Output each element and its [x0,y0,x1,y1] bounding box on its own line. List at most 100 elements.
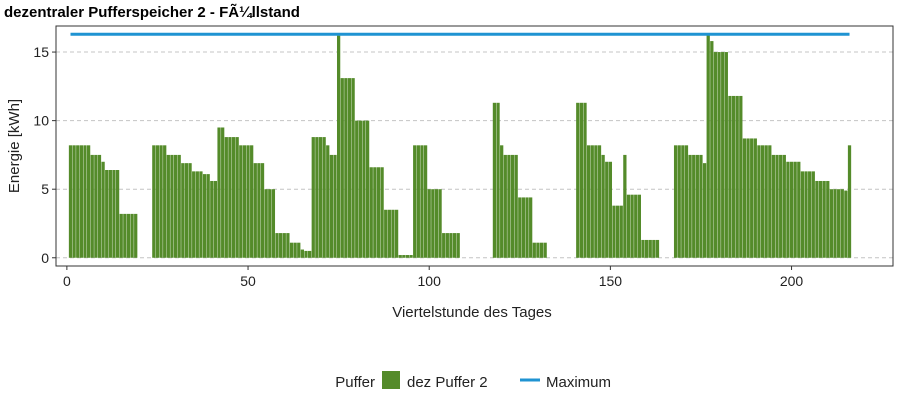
bar [351,78,355,258]
bar [420,145,424,258]
bar [434,189,439,258]
bar [94,154,98,258]
bar [83,145,87,258]
bar [279,233,283,258]
bar [438,189,442,258]
bar [134,213,138,258]
bar [605,161,609,258]
bar [652,239,656,258]
bar [105,170,109,258]
bar [507,154,511,258]
bar [376,167,381,258]
bar [86,145,91,258]
bar [246,145,250,258]
bar [224,137,228,258]
bar [797,161,801,258]
bar [452,233,457,258]
bar [373,167,377,258]
x-tick-label: 200 [780,273,804,289]
bar [391,209,395,258]
bar [155,145,160,258]
bar [844,190,848,258]
bar [369,167,373,258]
bar [702,163,707,258]
bar [539,242,544,258]
bar [159,145,163,258]
bar [800,171,805,258]
bar [97,154,102,258]
bar [217,127,221,258]
bar [514,154,518,258]
bar [409,255,413,258]
bar [250,145,254,258]
bar [688,154,692,258]
bar [221,127,225,258]
bar [826,180,830,258]
bar [72,145,76,258]
bar [500,145,504,258]
bar [583,102,587,258]
x-axis-title: Viertelstunde des Tages [392,304,552,321]
bar [130,213,134,258]
bar [521,197,526,258]
bar [442,233,446,258]
bar [768,145,772,258]
x-tick-label: 50 [240,273,256,289]
bar [257,163,261,258]
bar [329,154,334,258]
bar [79,145,83,258]
bar [811,171,815,258]
bar [170,154,174,258]
bar [115,170,120,258]
bar [300,249,305,258]
bar [753,138,757,258]
bar [268,189,272,258]
bar [126,213,131,258]
bar [815,180,819,258]
bar [336,35,341,258]
bar [771,154,776,258]
bar [326,145,330,258]
bar [822,180,826,258]
bar [739,95,743,258]
bar [615,205,620,258]
bar [416,145,420,258]
bar [735,95,739,258]
bar [177,154,181,258]
bar [173,154,178,258]
bar [445,233,449,258]
bar [293,242,297,258]
bar [518,197,522,258]
bar [286,233,290,258]
bar [347,78,352,258]
bar [590,145,594,258]
bar [746,138,750,258]
bar [163,145,167,258]
bar [536,242,540,258]
bar [808,171,812,258]
bar [576,102,580,258]
bar [710,41,714,258]
bar [365,120,370,258]
bar [684,145,689,258]
bar [644,239,649,258]
x-axis: 0 50 100 150 200 [63,266,803,289]
bar [543,242,547,258]
legend-title: Puffer [335,374,375,391]
bar [840,189,844,258]
bar [166,154,170,258]
bar [760,145,765,258]
bar [333,154,337,258]
bar [529,197,533,258]
bar [637,194,641,258]
bar [318,137,323,258]
bar [510,154,515,258]
bar [68,145,73,258]
bar [282,233,286,258]
y-tick-label: 15 [33,44,49,60]
bar [387,209,391,258]
bar [413,145,417,258]
bar [706,34,710,258]
bar [525,197,529,258]
